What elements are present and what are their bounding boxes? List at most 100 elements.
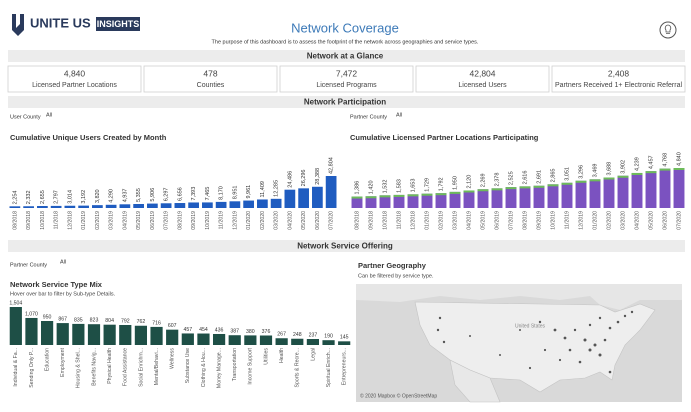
x-tick-label: 04/2019 [122, 211, 128, 230]
x-tick-label: 01/2019 [424, 211, 430, 230]
filter-label: Partner County [350, 114, 387, 120]
x-tick-label: Benefits Navig... [91, 348, 97, 386]
x-tick-label: Housing & Shel... [76, 348, 82, 388]
bar [435, 193, 447, 208]
value-label: 2,655 [40, 190, 46, 204]
value-label: 3,688 [606, 162, 612, 176]
value-label: 804 [105, 318, 114, 324]
x-tick-label: 04/2019 [466, 211, 472, 230]
value-label: 8,170 [219, 186, 225, 200]
value-label: 2,269 [480, 173, 486, 187]
value-label: 2,616 [522, 171, 528, 185]
kpi-value: 42,804 [470, 68, 496, 78]
section-bar [8, 96, 685, 108]
bar [449, 191, 461, 208]
bar [298, 188, 309, 208]
value-label: 6,297 [164, 188, 170, 202]
x-tick-label: Education [44, 348, 50, 371]
x-tick-label: 12/2019 [578, 211, 584, 230]
bar [9, 206, 21, 208]
x-tick-label: Food Assistance [123, 348, 129, 386]
bar [463, 190, 475, 208]
bar [477, 189, 489, 208]
bar [105, 204, 117, 208]
bar-cap [393, 194, 405, 197]
filter-value[interactable]: All [46, 112, 52, 118]
brand: UNITE US [30, 15, 91, 30]
value-label: 2,525 [508, 171, 514, 185]
bar [92, 205, 103, 208]
value-label: 454 [199, 327, 208, 333]
section-bar [8, 240, 685, 252]
x-tick-label: Health [279, 348, 285, 363]
value-label: 145 [340, 335, 349, 341]
value-label: 2,797 [54, 190, 60, 204]
kpi-value: 2,408 [608, 68, 630, 78]
filter-value[interactable]: All [396, 112, 402, 118]
x-tick-label: 08/2018 [354, 211, 360, 230]
x-tick-label: 03/2020 [274, 211, 280, 230]
x-tick-label: 02/2019 [95, 211, 101, 230]
bar-cap [645, 171, 657, 174]
bar [64, 205, 76, 208]
value-label: 376 [262, 329, 271, 335]
value-label: 3,296 [578, 165, 584, 179]
bar [631, 172, 643, 208]
value-label: 190 [324, 334, 333, 340]
bar-cap [561, 182, 573, 185]
value-label: 823 [90, 318, 99, 324]
filter-value[interactable]: All [60, 259, 66, 265]
bar [133, 203, 144, 208]
value-label: 2,120 [466, 175, 472, 189]
info-icon[interactable] [659, 21, 677, 39]
bar [519, 186, 531, 208]
map[interactable]: United States © 2020 Mapbox © OpenStreet… [356, 284, 682, 403]
x-tick-label: Spiritual Enrich... [326, 348, 332, 387]
kpi-label: Partners Received 1+ Electronic Referral [555, 82, 682, 89]
bar [134, 325, 148, 345]
x-tick-label: 05/2019 [136, 211, 142, 230]
map-land-south [449, 359, 501, 403]
bar-cap [491, 188, 503, 191]
section-bar [8, 50, 685, 62]
section-title: Network at a Glance [307, 52, 384, 61]
bar [50, 205, 62, 208]
value-label: 2,332 [26, 190, 32, 204]
x-tick-label: 05/2020 [301, 211, 307, 230]
value-label: 248 [293, 332, 302, 338]
bar [603, 177, 615, 208]
value-label: 2,865 [550, 169, 556, 183]
x-tick-label: 03/2019 [109, 211, 115, 230]
x-tick-label: Social Enrichm... [138, 348, 144, 387]
value-label: 9,961 [246, 185, 252, 199]
bar [393, 194, 405, 208]
bar [147, 203, 158, 208]
value-label: 4,239 [634, 157, 640, 171]
value-label: 11,409 [260, 181, 266, 197]
bar [119, 204, 131, 208]
x-tick-label: 03/2020 [620, 211, 626, 230]
x-tick-label: 11/2018 [54, 211, 60, 229]
x-tick-label: 10/2019 [550, 211, 556, 230]
bar [365, 196, 377, 208]
x-tick-label: 11/2019 [219, 211, 225, 229]
subtitle: The purpose of this dashboard is to asse… [212, 39, 479, 45]
bar [78, 205, 89, 208]
value-label: 6,656 [177, 187, 183, 201]
map-label: United States [515, 323, 546, 329]
value-label: 2,691 [536, 170, 542, 184]
bar [229, 201, 241, 208]
title: Network Coverage [291, 20, 399, 35]
bar [243, 200, 254, 208]
value-label: 792 [121, 318, 130, 324]
x-tick-label: 06/2020 [315, 211, 321, 230]
bar-cap [547, 184, 559, 187]
kpi-label: Counties [197, 82, 225, 89]
kpi-box [415, 65, 550, 93]
bar [533, 185, 545, 208]
bar [188, 202, 199, 208]
bar [547, 184, 559, 208]
map-points [436, 310, 634, 374]
value-label: 7,465 [205, 187, 211, 201]
bar [575, 180, 587, 208]
